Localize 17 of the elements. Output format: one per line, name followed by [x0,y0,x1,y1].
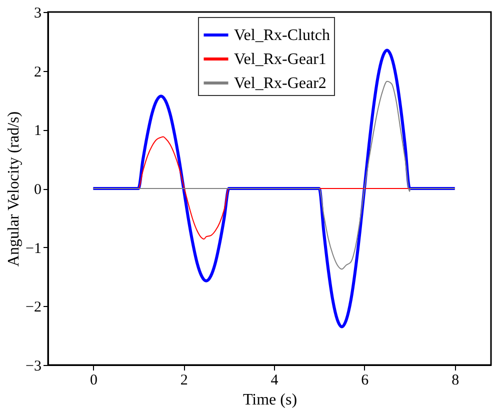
y-tick-label: 0 [34,182,42,198]
x-tick-label: 8 [452,372,460,388]
y-tick-label: 1 [34,123,42,140]
y-tick-label: −1 [26,240,42,257]
y-axis-title: Angular Velocity (rad/s) [6,111,23,267]
legend-label: Vel_Rx-Clutch [234,27,330,44]
x-tick-label: 4 [270,372,279,388]
legend-label: Vel_Rx-Gear2 [234,75,326,92]
x-tick-label: 0 [90,372,98,388]
y-tick-label: 3 [34,6,42,22]
legend-label: Vel_Rx-Gear1 [234,51,326,68]
y-tick-label: 2 [34,64,42,80]
x-tick-label: 6 [361,372,370,388]
x-axis-title: Time (s) [242,392,298,408]
y-tick-label: −2 [26,300,42,316]
x-tick-label: 2 [180,372,188,388]
y-tick-label: −3 [26,358,42,374]
